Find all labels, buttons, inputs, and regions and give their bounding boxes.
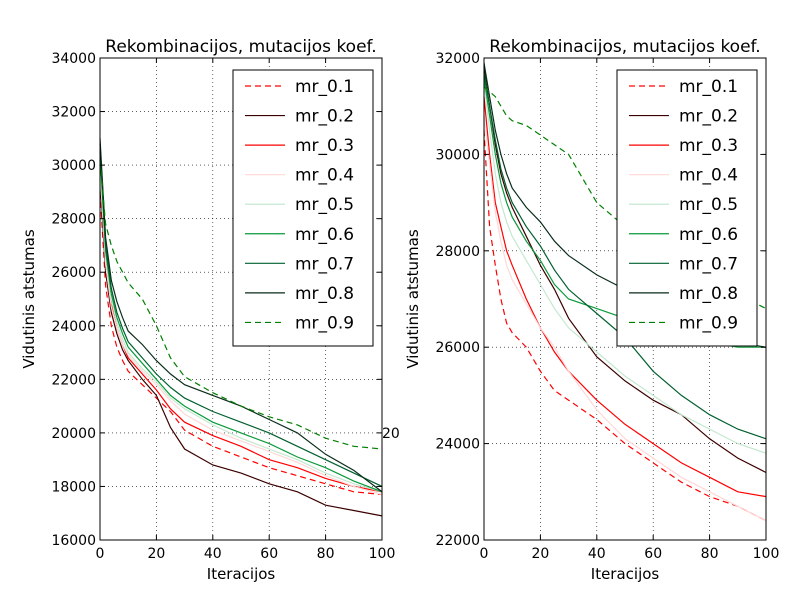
left-series-line-mr_0.6 xyxy=(99,151,383,493)
left-xtick-label-1: 20 xyxy=(147,546,165,562)
right-plot-frame xyxy=(483,57,767,541)
left-legend-label-mr_0.3: mr_0.3 xyxy=(295,136,354,156)
left-chart-ylabel: Vidutinis atstumas xyxy=(20,229,38,369)
left-ytick-label-4: 24000 xyxy=(51,319,96,335)
left-series-line-mr_0.7 xyxy=(99,143,383,487)
left-plot-frame xyxy=(99,57,383,541)
left-series-line-mr_0.1 xyxy=(99,191,383,496)
left-xtick-label-5: 100 xyxy=(369,546,396,562)
left-legend: mr_0.1 mr_0.2 mr_0.3 mr_0.4 mr_0.5 mr_0.6 mr_0… xyxy=(232,69,374,347)
left-series-line-mr_0.5 xyxy=(99,159,383,493)
right-legend-label-mr_0.2: mr_0.2 xyxy=(679,107,738,127)
left-ytick-label-1: 18000 xyxy=(51,479,96,495)
left-legend-label-mr_0.1: mr_0.1 xyxy=(295,77,354,97)
right-legend-label-mr_0.7: mr_0.7 xyxy=(679,254,738,274)
left-legend-label-mr_0.9: mr_0.9 xyxy=(295,313,354,333)
right-ytick-label-5: 32000 xyxy=(435,51,480,67)
right-xtick-label-5: 100 xyxy=(753,546,780,562)
left-ytick-label-3: 22000 xyxy=(51,372,96,388)
left-legend-label-mr_0.5: mr_0.5 xyxy=(295,195,354,215)
right-chart-title: Rekombinacijos, mutacijos koef. xyxy=(489,37,760,57)
right-chart-xlabel: Iteracijos xyxy=(591,565,660,583)
right-legend-label-mr_0.6: mr_0.6 xyxy=(679,225,738,245)
left-series-line-mr_0.2 xyxy=(99,178,383,517)
right-legend-label-mr_0.8: mr_0.8 xyxy=(679,284,738,304)
right-series-line-mr_0.1 xyxy=(483,130,767,522)
left-chart-title: Rekombinacijos, mutacijos koef. xyxy=(105,37,376,57)
right-chart-panel: Rekombinacijos, mutacijos koef. Iteracij… xyxy=(404,37,779,583)
right-series-line-mr_0.7 xyxy=(483,72,767,440)
left-legend-label-mr_0.7: mr_0.7 xyxy=(295,254,354,274)
right-chart-ylabel: Vidutinis atstumas xyxy=(404,229,422,369)
right-series-line-mr_0.2 xyxy=(483,67,767,474)
right-series-line-mr_0.3 xyxy=(483,96,767,498)
left-ytick-label-2: 20000 xyxy=(51,426,96,442)
right-series-line-mr_0.4 xyxy=(483,115,767,522)
left-chart-panel: Rekombinacijos, mutacijos koef. Iteracij… xyxy=(20,37,395,583)
left-ytick-label-6: 28000 xyxy=(51,212,96,228)
right-legend-label-mr_0.4: mr_0.4 xyxy=(679,166,738,186)
right-xtick-label-3: 60 xyxy=(644,546,662,562)
right-series-line-mr_0.5 xyxy=(483,82,767,454)
left-xtick-label-3: 60 xyxy=(260,546,278,562)
left-legend-label-mr_0.4: mr_0.4 xyxy=(295,166,354,186)
right-xtick-label-1: 20 xyxy=(531,546,549,562)
left-ytick-label-7: 30000 xyxy=(51,158,96,174)
left-series-line-mr_0.9 xyxy=(99,159,383,450)
left-series-line-mr_0.4 xyxy=(99,170,383,496)
right-legend-label-mr_0.5: mr_0.5 xyxy=(679,195,738,215)
left-series-line-mr_0.8 xyxy=(99,138,383,493)
left-xtick-label-4: 80 xyxy=(317,546,335,562)
right-ytick-label-0: 22000 xyxy=(435,533,480,549)
right-ytick-label-3: 28000 xyxy=(435,244,480,260)
right-xtick-label-0: 0 xyxy=(480,546,489,562)
left-ytick-label-5: 26000 xyxy=(51,265,96,281)
left-legend-label-mr_0.2: mr_0.2 xyxy=(295,107,354,127)
left-legend-label-mr_0.8: mr_0.8 xyxy=(295,284,354,304)
right-ytick-label-1: 24000 xyxy=(435,437,480,453)
right-legend-label-mr_0.1: mr_0.1 xyxy=(679,77,738,97)
right-legend-label-mr_0.3: mr_0.3 xyxy=(679,136,738,156)
left-ytick-label-0: 16000 xyxy=(51,533,96,549)
right-legend: mr_0.1 mr_0.2 mr_0.3 mr_0.4 mr_0.5 mr_0.6 mr_0… xyxy=(616,69,758,347)
left-chart-xlabel: Iteracijos xyxy=(207,565,276,583)
left-legend-label-mr_0.6: mr_0.6 xyxy=(295,225,354,245)
left-ytick-label-9: 34000 xyxy=(51,51,96,67)
right-xtick-label-4: 80 xyxy=(701,546,719,562)
left-xtick-label-2: 40 xyxy=(204,546,222,562)
right-ytick-label-2: 26000 xyxy=(435,340,480,356)
stray-label: 20 xyxy=(382,426,400,442)
right-xtick-label-2: 40 xyxy=(588,546,606,562)
right-ytick-label-4: 30000 xyxy=(435,147,480,163)
left-ytick-label-8: 32000 xyxy=(51,105,96,121)
left-xtick-label-0: 0 xyxy=(96,546,105,562)
right-legend-label-mr_0.9: mr_0.9 xyxy=(679,313,738,333)
